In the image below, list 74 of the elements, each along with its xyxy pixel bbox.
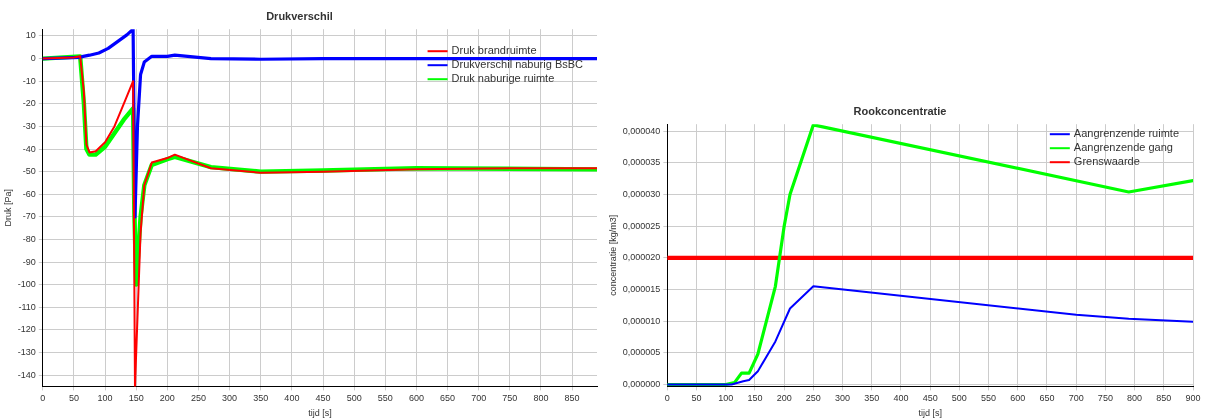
x-tick-label: 0 xyxy=(664,393,670,404)
x-tick-label: 100 xyxy=(718,393,734,404)
x-tick-label: 0 xyxy=(40,393,46,404)
x-tick-label: 250 xyxy=(805,393,821,404)
y-tick-label: -90 xyxy=(22,256,36,267)
y-tick-label: -140 xyxy=(17,369,36,380)
x-tick-label: 50 xyxy=(68,393,79,404)
y-tick-label: -50 xyxy=(22,166,36,177)
x-tick-label: 700 xyxy=(1068,393,1084,404)
legend-label: Aangrenzende ruimte xyxy=(1073,127,1180,140)
x-tick-label: 500 xyxy=(951,393,967,404)
x-tick-label: 650 xyxy=(1039,393,1055,404)
y-tick-label: -60 xyxy=(22,188,36,199)
legend-label: Grenswaarde xyxy=(1073,155,1140,168)
y-tick-label: -40 xyxy=(22,143,36,154)
y-tick-label: -100 xyxy=(17,279,36,290)
x-tick-label: 350 xyxy=(864,393,880,404)
x-axis-title: tijd [s] xyxy=(308,408,332,419)
y-tick-label: 0,000005 xyxy=(622,347,661,358)
y-tick-label: 0,000000 xyxy=(622,378,661,389)
x-tick-label: 700 xyxy=(471,393,487,404)
x-tick-label: 600 xyxy=(1010,393,1026,404)
y-tick-label: -110 xyxy=(18,301,36,312)
x-tick-label: 500 xyxy=(346,393,362,404)
y-tick-label: 0,000015 xyxy=(622,283,661,294)
y-tick-label: -20 xyxy=(22,98,36,109)
x-tick-label: 600 xyxy=(408,393,424,404)
y-tick-label: 0,000010 xyxy=(622,315,661,326)
y-tick-label: 0,000030 xyxy=(622,188,661,199)
x-tick-label: 850 xyxy=(564,393,580,404)
y-axis-title: Druk [Pa] xyxy=(2,189,13,227)
y-tick-label: -10 xyxy=(22,75,36,86)
y-tick-label: 0,000020 xyxy=(622,252,661,263)
chart-title: Drukverschil xyxy=(266,9,333,22)
y-tick-label: -30 xyxy=(22,120,36,131)
x-tick-label: 750 xyxy=(502,393,518,404)
x-tick-label: 550 xyxy=(981,393,997,404)
x-tick-label: 100 xyxy=(97,393,113,404)
y-tick-label: 0 xyxy=(30,53,36,64)
x-axis-title: tijd [s] xyxy=(918,408,942,419)
x-tick-label: 800 xyxy=(1127,393,1143,404)
x-tick-label: 150 xyxy=(747,393,763,404)
x-tick-label: 250 xyxy=(190,393,206,404)
x-tick-label: 850 xyxy=(1156,393,1172,404)
y-tick-label: 0,000025 xyxy=(622,220,661,231)
legend-label: Drukverschil naburig BsBC xyxy=(451,58,584,71)
x-tick-label: 300 xyxy=(222,393,238,404)
y-tick-label: 0,000040 xyxy=(622,125,661,136)
x-tick-label: 650 xyxy=(440,393,456,404)
y-tick-label: -130 xyxy=(17,346,36,357)
legend-label: Aangrenzende gang xyxy=(1073,141,1173,154)
y-tick-label: -70 xyxy=(22,211,36,222)
y-tick-label: 0,000035 xyxy=(622,157,661,168)
x-tick-label: 550 xyxy=(377,393,393,404)
x-tick-label: 200 xyxy=(159,393,175,404)
x-tick-label: 900 xyxy=(1185,393,1201,404)
x-tick-label: 200 xyxy=(776,393,792,404)
x-tick-label: 300 xyxy=(835,393,851,404)
y-tick-label: -120 xyxy=(17,324,36,335)
legend-label: Druk brandruimte xyxy=(451,44,537,57)
y-tick-label: -80 xyxy=(22,233,36,244)
x-tick-label: 450 xyxy=(315,393,331,404)
x-tick-label: 750 xyxy=(1097,393,1113,404)
chart-title: Rookconcentratie xyxy=(853,104,947,117)
y-tick-label: 10 xyxy=(25,30,36,41)
x-tick-label: 400 xyxy=(284,393,300,404)
x-tick-label: 450 xyxy=(922,393,938,404)
x-tick-label: 800 xyxy=(533,393,549,404)
x-tick-label: 150 xyxy=(128,393,144,404)
x-tick-label: 50 xyxy=(691,393,702,404)
x-tick-label: 400 xyxy=(893,393,909,404)
y-axis-title: concentratie [kg/m3] xyxy=(607,214,618,296)
legend-label: Druk naburige ruimte xyxy=(451,72,555,85)
x-tick-label: 350 xyxy=(253,393,269,404)
